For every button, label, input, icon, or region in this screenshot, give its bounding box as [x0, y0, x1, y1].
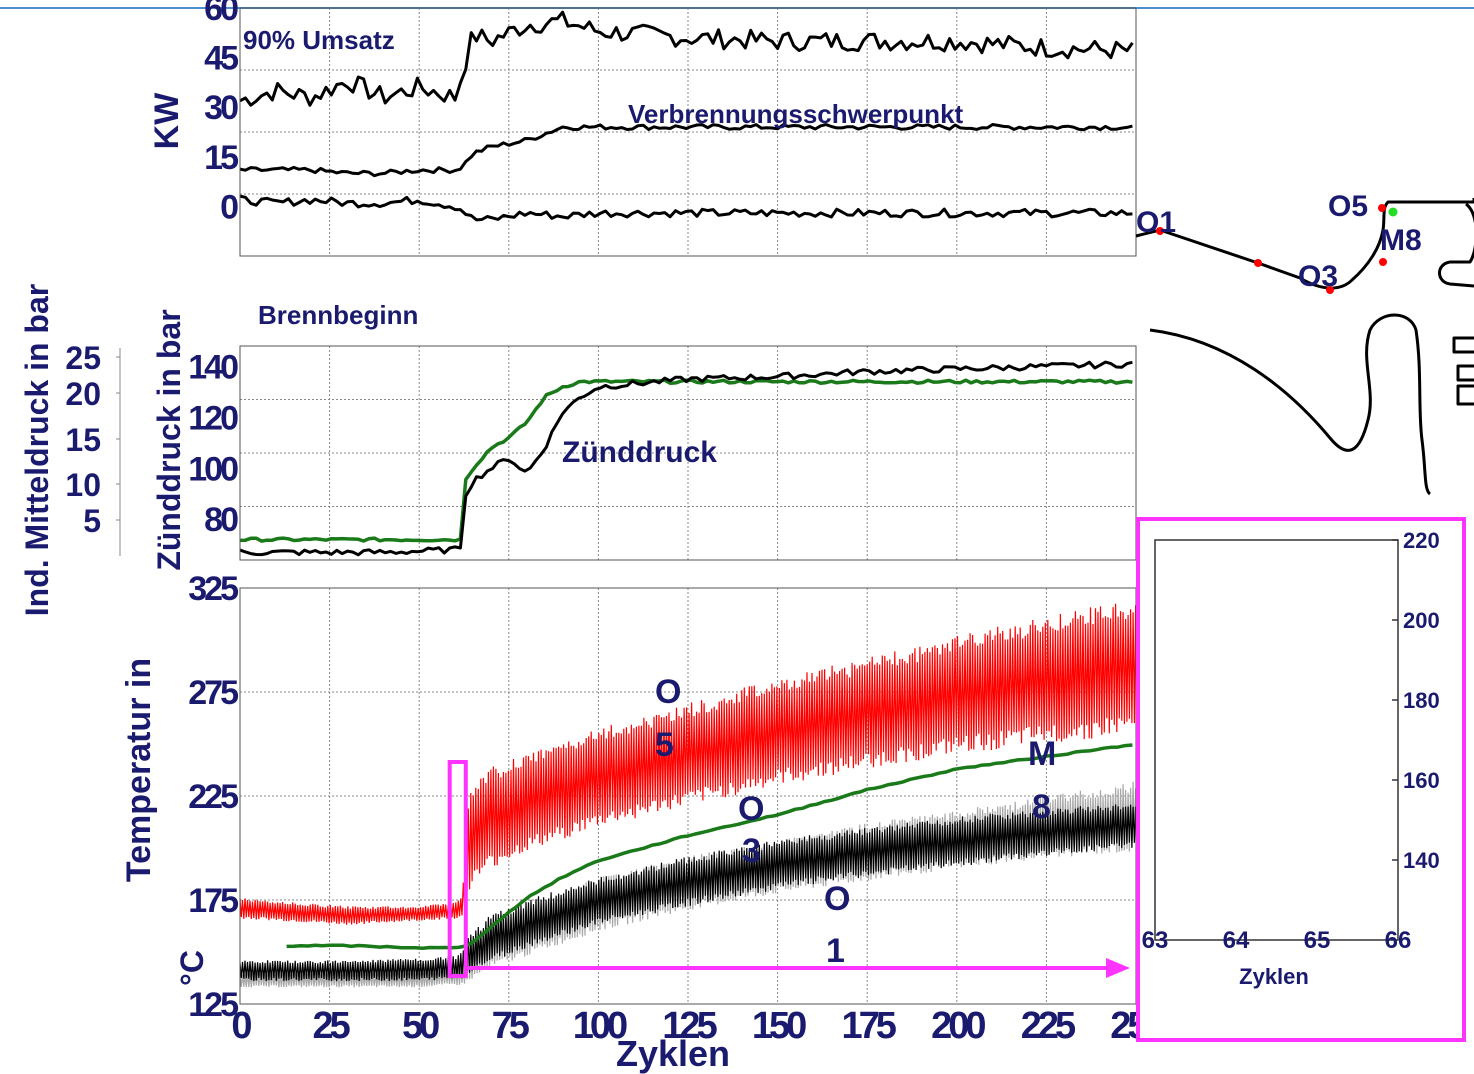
- label-o1-letter: O: [824, 880, 850, 918]
- temp-y-tick-label: 125: [188, 986, 238, 1024]
- label-o3-letter: O: [738, 790, 764, 828]
- druck-y-tick-label: 140: [188, 348, 238, 386]
- map-track-lower: [1149, 313, 1432, 496]
- y-axis-label-temperatur: Temperatur in: [120, 658, 158, 882]
- kw-series-line: [239, 10, 1134, 107]
- inset-x-axis-label: Zyklen: [1239, 964, 1309, 989]
- label-verbrennungsschwerpunkt: Verbrennungsschwerpunkt: [628, 99, 964, 129]
- temp-x-tick-label: 25: [312, 1005, 350, 1047]
- druck-y-tick-label: 100: [188, 450, 238, 488]
- map-track-upper: [1135, 200, 1474, 290]
- temp-x-tick-label: 50: [402, 1005, 439, 1047]
- map-track-detail: [1452, 336, 1474, 406]
- kw-y-tick-label: 45: [204, 40, 238, 78]
- kw-series-line: [239, 194, 1133, 222]
- temp-y-tick-label: 275: [188, 674, 238, 712]
- map-sensor-point: [1254, 259, 1262, 267]
- inset-y-tick-label: 220: [1403, 528, 1440, 553]
- x-axis-label-zyklen: Zyklen: [616, 1033, 730, 1074]
- map-sensor-point: [1156, 227, 1164, 235]
- kw-y-tick-label: 60: [204, 0, 238, 28]
- druck-y-tick-label: 80: [204, 501, 238, 539]
- druck-frame: [239, 345, 1137, 561]
- mitteldruck-y-tick-label: 5: [83, 503, 101, 539]
- y-axis-label-kw: KW: [148, 92, 186, 150]
- map-sensor-point: [1378, 204, 1386, 212]
- druck-y-tick-label: 120: [188, 399, 238, 437]
- map-label-m8: M8: [1380, 224, 1422, 257]
- label-90-umsatz: 90% Umsatz: [243, 25, 395, 55]
- temp-y-tick-label: 325: [188, 570, 238, 608]
- inset-x-tick-label: 66: [1385, 927, 1412, 954]
- inset-x-tick-label: 63: [1142, 927, 1169, 954]
- mitteldruck-y-tick-label: 25: [65, 340, 101, 376]
- temp-series-o3: [239, 804, 1137, 982]
- kw-y-tick-label: 30: [204, 89, 238, 127]
- map-sensor-point-m8: [1388, 207, 1398, 217]
- temp-y-tick-label: 225: [188, 778, 238, 816]
- temp-x-tick-label: 125: [662, 1005, 717, 1047]
- inset-x-tick-label: 65: [1304, 927, 1331, 954]
- temp-x-tick-label: 175: [841, 1005, 896, 1047]
- label-o3-number: 3: [742, 832, 761, 870]
- inset-magenta-frame: [1136, 517, 1466, 1042]
- temp-x-tick-label: 0: [231, 1005, 251, 1047]
- label-brennbeginn: Brennbeginn: [258, 300, 418, 330]
- label-m8-letter: M: [1028, 735, 1056, 773]
- label-o5-number: 5: [655, 726, 674, 764]
- map-sensor-point: [1379, 258, 1387, 266]
- y-axis-label-mitteldruck: Ind. Mitteldruck in bar: [19, 284, 55, 616]
- kw-y-tick-label: 15: [204, 139, 238, 177]
- inset-y-tick-label: 200: [1403, 608, 1440, 633]
- map-track-right: [1438, 198, 1474, 288]
- y-axis-label-zunddruck: Zünddruck in bar: [151, 309, 187, 570]
- map-sensor-point: [1326, 286, 1334, 294]
- temp-x-tick-label: 225: [1021, 1005, 1076, 1047]
- kw-frame: [239, 7, 1137, 257]
- temp-series-m8: [286, 743, 1133, 950]
- zoom-arrow-head: [1106, 958, 1130, 978]
- map-label-o5: O5: [1328, 190, 1368, 223]
- temp-x-tick-label: 75: [492, 1005, 530, 1047]
- label-m8-number: 8: [1032, 788, 1051, 826]
- y-axis-label-unit: °C: [174, 950, 210, 986]
- temp-series-o5: [239, 603, 1137, 925]
- temp-x-tick-label: 100: [573, 1005, 627, 1047]
- zunddruck-line: [239, 360, 1133, 557]
- label-zunddruck: Zünddruck: [562, 436, 717, 469]
- kw-series-line: [239, 123, 1133, 178]
- temp-x-tick-label: 150: [752, 1005, 806, 1047]
- inset-y-tick-label: 160: [1403, 768, 1440, 793]
- map-label-o3: O3: [1298, 260, 1338, 293]
- temp-x-tick-label: 200: [931, 1005, 985, 1047]
- sensor-position-map: [1135, 198, 1474, 496]
- temp-y-tick-label: 175: [188, 882, 238, 920]
- mitteldruck-y-tick-label: 20: [65, 376, 101, 412]
- inset-axes-frame: [1154, 539, 1399, 941]
- mitteldruck-y-tick-label: 15: [65, 422, 101, 458]
- inset-y-tick-label: 140: [1403, 848, 1440, 873]
- map-label-o1: O1: [1136, 206, 1176, 239]
- label-o1-number: 1: [826, 932, 845, 970]
- label-o5-letter: O: [655, 673, 681, 711]
- inset-x-tick-label: 64: [1223, 927, 1250, 954]
- mitteldruck-y-tick-label: 10: [65, 467, 101, 503]
- zoom-region-box: [447, 760, 468, 978]
- kw-y-tick-label: 0: [220, 188, 238, 226]
- inset-y-tick-label: 180: [1403, 688, 1440, 713]
